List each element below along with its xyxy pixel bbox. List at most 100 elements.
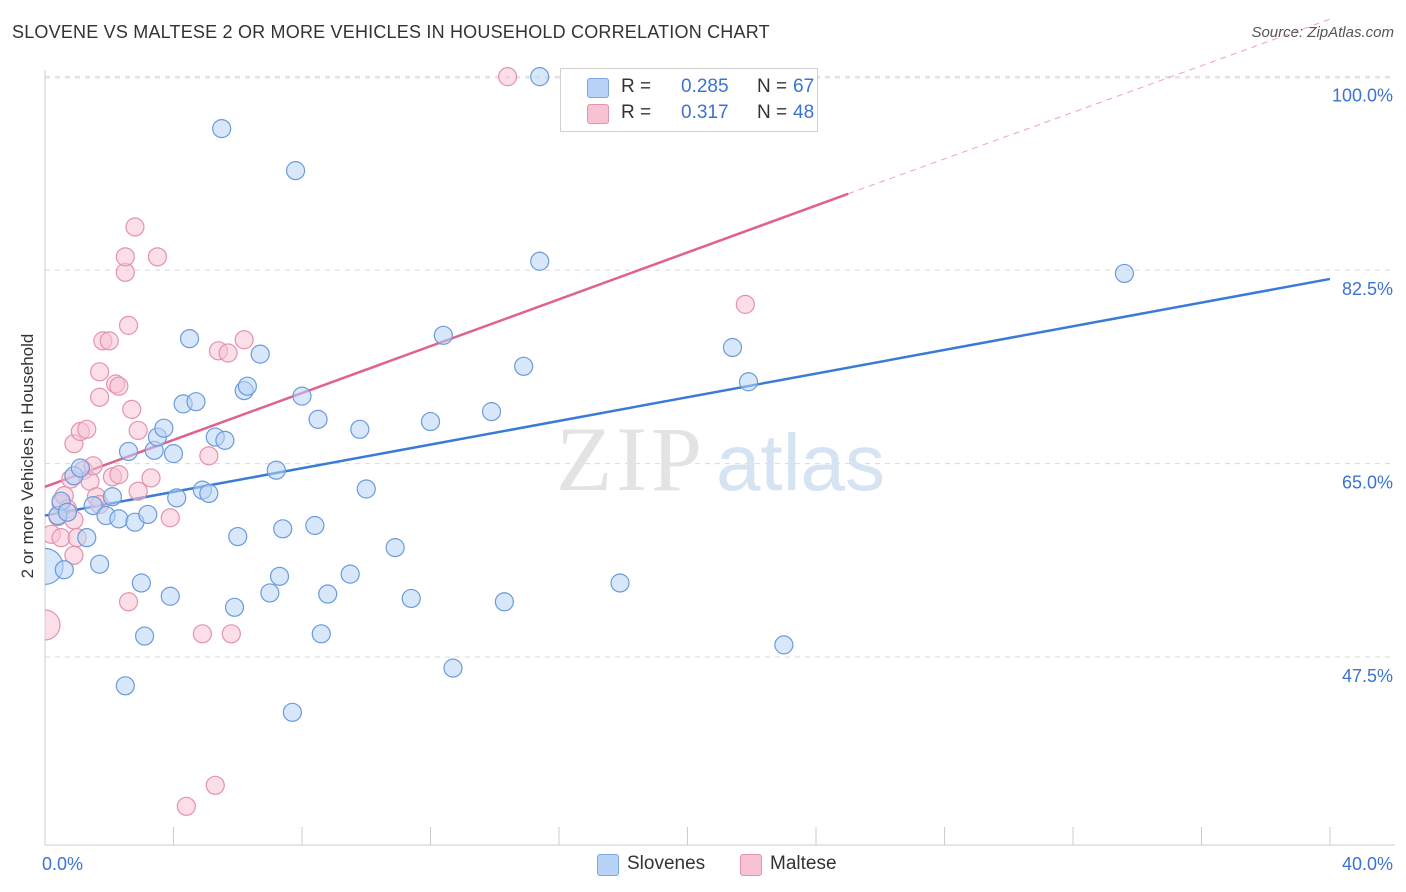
maltese-point [115, 247, 135, 267]
maltese-swatch [740, 854, 762, 876]
y-tick-label: 47.5% [1342, 666, 1393, 686]
maltese-point [221, 624, 241, 644]
slovenes-point [385, 538, 405, 558]
slovenes-point [131, 573, 151, 593]
maltese-label: Maltese [770, 853, 837, 874]
slovenes-point [356, 479, 376, 499]
slovenes-point [179, 329, 200, 349]
axes [44, 70, 1395, 846]
slovenes-point [318, 584, 338, 604]
slovenes-point [199, 483, 219, 504]
grid-lines [45, 76, 1395, 658]
source-label: Source: ZipAtlas.com [1251, 24, 1394, 41]
legend-n-label: N = [757, 76, 788, 97]
watermark-atlas: atlas [716, 418, 885, 507]
slovenes-point [282, 702, 302, 722]
slovenes-point [228, 526, 248, 547]
maltese-point [147, 247, 168, 267]
maltese-point [205, 775, 225, 795]
slovenes-point [224, 597, 245, 617]
slovenes-point [167, 488, 187, 508]
legend-r-value-maltese: 0.317 [681, 102, 729, 123]
maltese-point [125, 217, 145, 237]
slovenes-point [401, 588, 421, 609]
slovenes-point [610, 573, 630, 593]
slovenes-point [160, 586, 180, 606]
slovenes-point [70, 458, 90, 478]
slovenes-point [269, 566, 290, 586]
slovenes-point [443, 658, 463, 678]
slovenes-point [530, 251, 550, 271]
maltese-point [109, 376, 129, 396]
slovenes-point [212, 118, 232, 139]
y-tick-label: 100.0% [1332, 86, 1393, 106]
slovenes-point [250, 344, 270, 364]
x-tick-label: 0.0% [42, 854, 83, 874]
slovenes-point [54, 560, 74, 580]
slovenes-point [433, 325, 453, 345]
maltese-point [99, 331, 119, 351]
slovenes-point [273, 519, 293, 539]
legend-swatch-maltese [587, 104, 609, 124]
maltese-point [176, 796, 196, 816]
slovenes-point [774, 635, 794, 655]
slovenes-point [138, 504, 158, 525]
slovenes-point [311, 624, 331, 644]
maltese-point [141, 468, 161, 488]
slovenes-point [494, 592, 514, 612]
maltese-point [118, 315, 139, 335]
maltese-point [160, 508, 180, 528]
slovenes-point [292, 386, 312, 406]
slovenes-trend-line [44, 277, 1331, 517]
legend-n-label: N = [757, 102, 788, 123]
slovenes-point [1114, 263, 1135, 284]
slovenes-point [102, 487, 123, 507]
correlation-legend: R = 0.285 N = 67 R = 0.317 N = 48 [560, 68, 818, 132]
legend-n-value-maltese: 48 [793, 102, 815, 123]
slovenes-point [738, 372, 759, 392]
maltese-point [128, 420, 148, 441]
tick-labels: 47.5% 65.0% 82.5% 100.0% 0.0% 40.0% [42, 86, 1393, 874]
chart-title: SLOVENE VS MALTESE 2 OR MORE VEHICLES IN… [12, 22, 770, 42]
slovenes-label: Slovenes [627, 853, 706, 874]
slovenes-point [77, 528, 97, 548]
legend-r-label: R = [621, 76, 652, 97]
slovenes-point [57, 502, 78, 522]
maltese-point [122, 399, 142, 420]
slovenes-point [530, 67, 550, 87]
slovenes-point [260, 583, 280, 603]
legend-r-label: R = [621, 102, 652, 123]
maltese-point [192, 624, 213, 644]
legend-r-value-slovenes: 0.285 [681, 76, 729, 97]
slovenes-point [350, 419, 370, 439]
watermark-zip: ZIP [556, 408, 706, 510]
maltese-point [90, 387, 110, 407]
slovenes-point [285, 161, 306, 181]
maltese-point [234, 330, 254, 350]
slovenes-points [45, 67, 1135, 722]
legend-n-value-slovenes: 67 [793, 76, 815, 97]
maltese-point [51, 528, 71, 548]
maltese-point [90, 362, 110, 382]
slovenes-swatch [597, 854, 619, 876]
y-axis-label: 2 or more Vehicles in Household [18, 334, 37, 579]
maltese-point [498, 67, 518, 87]
y-tick-label: 82.5% [1342, 279, 1393, 299]
slovenes-point [305, 515, 325, 536]
y-tick-label: 65.0% [1342, 473, 1393, 493]
legend-swatch-slovenes [587, 78, 609, 98]
slovenes-point [163, 444, 184, 464]
watermark: ZIP atlas [556, 408, 885, 510]
slovenes-point [154, 418, 174, 438]
maltese-point [45, 609, 61, 641]
slovenes-point [118, 441, 139, 462]
slovenes-point [308, 409, 328, 429]
slovenes-point [514, 356, 534, 376]
slovenes-point [83, 495, 103, 516]
maltese-point [77, 419, 97, 439]
slovenes-point [722, 337, 743, 358]
slovenes-point [481, 402, 502, 422]
slovenes-point [109, 509, 129, 529]
maltese-point [199, 446, 219, 466]
